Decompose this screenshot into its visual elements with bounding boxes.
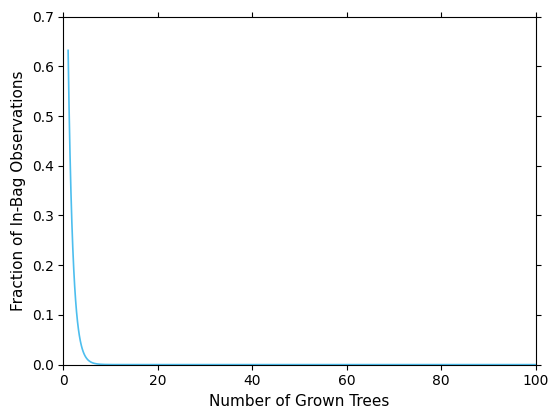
Y-axis label: Fraction of In-Bag Observations: Fraction of In-Bag Observations — [11, 71, 26, 311]
X-axis label: Number of Grown Trees: Number of Grown Trees — [209, 394, 390, 409]
